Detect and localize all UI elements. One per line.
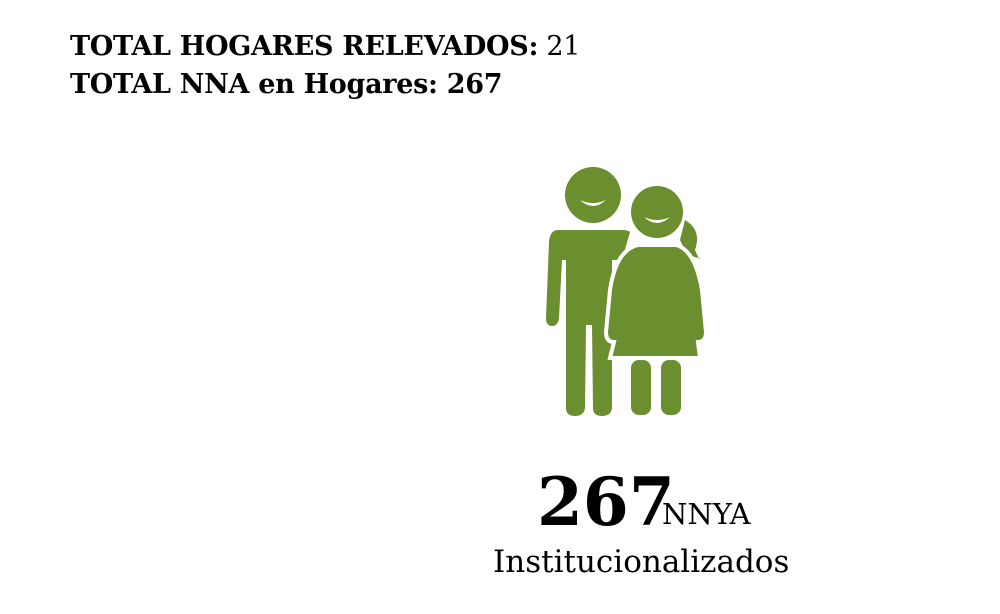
total-nna-label: TOTAL NNA en Hogares xyxy=(70,69,428,100)
total-hogares-value: 21 xyxy=(538,31,581,62)
total-nna-value: : 267 xyxy=(427,69,503,100)
stat-count: 267 xyxy=(537,463,675,541)
total-nna-line: TOTAL NNA en Hogares: 267 xyxy=(70,68,503,102)
stat-unit: NNYA xyxy=(662,497,751,531)
stat-label: Institucionalizados xyxy=(493,544,790,580)
separator: : xyxy=(528,31,539,62)
total-hogares-label: TOTAL HOGARES RELEVADOS xyxy=(70,31,529,62)
boy-and-girl-icon xyxy=(546,167,709,416)
total-hogares-line: TOTAL HOGARES RELEVADOS: 21 xyxy=(70,30,580,64)
